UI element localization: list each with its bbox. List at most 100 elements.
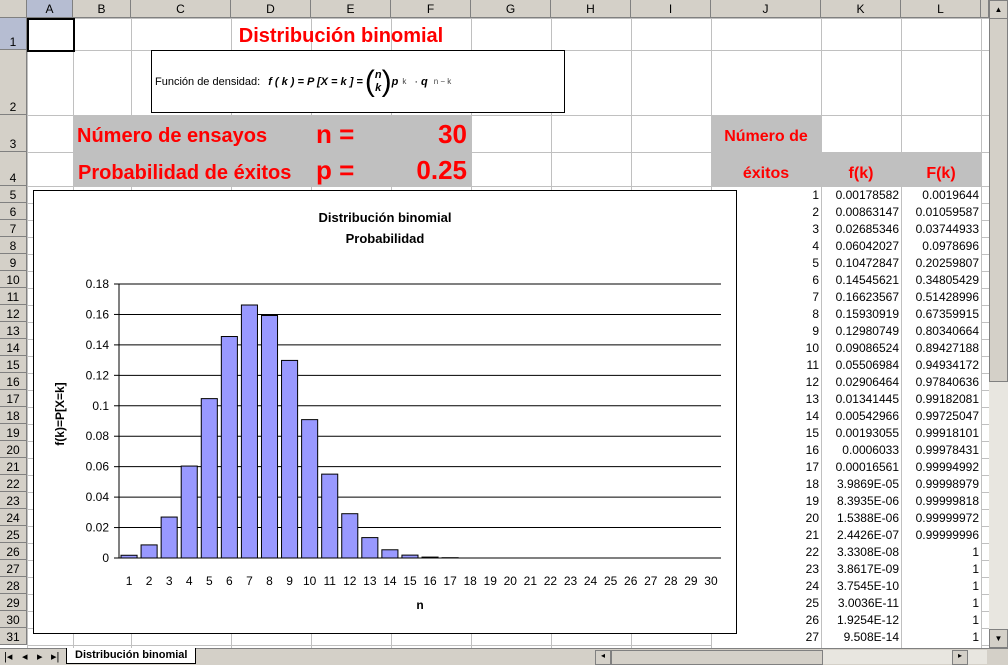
bar-2[interactable] bbox=[141, 545, 157, 558]
cell-Fk[interactable]: 1 bbox=[902, 595, 981, 612]
row-header-18[interactable]: 18 bbox=[0, 407, 27, 424]
column-header-F[interactable]: F bbox=[391, 0, 471, 18]
cell-fk[interactable]: 0.00016561 bbox=[822, 459, 901, 476]
cell-fk[interactable]: 0.12980749 bbox=[822, 323, 901, 340]
row-header-3[interactable]: 3 bbox=[0, 115, 27, 152]
bar-8[interactable] bbox=[261, 316, 277, 558]
row-header-17[interactable]: 17 bbox=[0, 390, 27, 407]
cell-fk[interactable]: 8.3935E-06 bbox=[822, 493, 901, 510]
row-header-4[interactable]: 4 bbox=[0, 152, 27, 186]
row-header-25[interactable]: 25 bbox=[0, 526, 27, 543]
select-all-corner[interactable] bbox=[0, 0, 27, 18]
row-header-24[interactable]: 24 bbox=[0, 509, 27, 526]
cell-Fk[interactable]: 0.0978696 bbox=[902, 238, 981, 255]
cell-fk[interactable]: 0.14545621 bbox=[822, 272, 901, 289]
column-header-K[interactable]: K bbox=[821, 0, 901, 18]
cell-Fk[interactable]: 1 bbox=[902, 629, 981, 646]
cell-Fk[interactable]: 0.34805429 bbox=[902, 272, 981, 289]
cell-fk[interactable]: 3.8617E-09 bbox=[822, 561, 901, 578]
cell-fk[interactable]: 1.5388E-06 bbox=[822, 510, 901, 527]
cell-fk[interactable]: 0.16623567 bbox=[822, 289, 901, 306]
cell-fk[interactable]: 3.3308E-08 bbox=[822, 544, 901, 561]
cell-Fk[interactable]: 1 bbox=[902, 612, 981, 629]
row-header-1[interactable]: 1 bbox=[0, 18, 27, 50]
cell-fk[interactable]: 0.05506984 bbox=[822, 357, 901, 374]
cell-fk[interactable]: 0.00542966 bbox=[822, 408, 901, 425]
cell-fk[interactable]: 3.9869E-05 bbox=[822, 476, 901, 493]
cell-Fk[interactable]: 0.51428996 bbox=[902, 289, 981, 306]
horizontal-scrollbar[interactable]: ◂ ▸ bbox=[595, 650, 987, 664]
chart[interactable]: Distribución binomial Probabilidad f(k)=… bbox=[33, 190, 737, 634]
scroll-thumb[interactable] bbox=[989, 18, 1008, 382]
cell-fk[interactable]: 0.09086524 bbox=[822, 340, 901, 357]
scroll-down-button[interactable]: ▼ bbox=[989, 629, 1008, 648]
bar-3[interactable] bbox=[161, 517, 177, 558]
bar-10[interactable] bbox=[302, 420, 318, 558]
column-header-L[interactable]: L bbox=[901, 0, 981, 18]
prev-sheet-icon[interactable]: ◂ bbox=[22, 650, 28, 663]
row-header-5[interactable]: 5 bbox=[0, 186, 27, 203]
cell-Fk[interactable]: 0.94934172 bbox=[902, 357, 981, 374]
row-header-21[interactable]: 21 bbox=[0, 458, 27, 475]
cell-fk[interactable]: 0.01341445 bbox=[822, 391, 901, 408]
scroll-up-button[interactable]: ▲ bbox=[989, 0, 1008, 19]
cell-fk[interactable]: 9.508E-14 bbox=[822, 629, 901, 646]
row-header-6[interactable]: 6 bbox=[0, 203, 27, 220]
row-header-20[interactable]: 20 bbox=[0, 441, 27, 458]
cell-Fk[interactable]: 0.99725047 bbox=[902, 408, 981, 425]
row-header-31[interactable]: 31 bbox=[0, 628, 27, 645]
cell-Fk[interactable]: 0.67359915 bbox=[902, 306, 981, 323]
row-header-27[interactable]: 27 bbox=[0, 560, 27, 577]
cell-Fk[interactable]: 1 bbox=[902, 578, 981, 595]
cell-fk[interactable]: 0.00863147 bbox=[822, 204, 901, 221]
column-header-H[interactable]: H bbox=[551, 0, 631, 18]
cell-Fk[interactable]: 0.89427188 bbox=[902, 340, 981, 357]
bar-11[interactable] bbox=[322, 474, 338, 558]
row-header-7[interactable]: 7 bbox=[0, 220, 27, 237]
row-header-15[interactable]: 15 bbox=[0, 356, 27, 373]
cell-fk[interactable]: 0.00178582 bbox=[822, 187, 901, 204]
bar-4[interactable] bbox=[181, 466, 197, 558]
cell-Fk[interactable]: 0.97840636 bbox=[902, 374, 981, 391]
first-sheet-icon[interactable]: |◂ bbox=[4, 650, 12, 663]
h-scroll-thumb[interactable] bbox=[611, 650, 823, 665]
column-header-I[interactable]: I bbox=[631, 0, 711, 18]
formula-box[interactable]: Función de densidad: f ( k ) = P [X = k … bbox=[151, 50, 565, 113]
cell-Fk[interactable]: 0.03744933 bbox=[902, 221, 981, 238]
column-header-G[interactable]: G bbox=[471, 0, 551, 18]
cell-Fk[interactable]: 0.99999818 bbox=[902, 493, 981, 510]
cell-fk[interactable]: 2.4426E-07 bbox=[822, 527, 901, 544]
vertical-scrollbar[interactable]: ▲ ▼ bbox=[989, 0, 1008, 648]
row-header-28[interactable]: 28 bbox=[0, 577, 27, 594]
column-header-B[interactable]: B bbox=[73, 0, 131, 18]
cell-fk[interactable]: 3.7545E-10 bbox=[822, 578, 901, 595]
cell-fk[interactable]: 0.15930919 bbox=[822, 306, 901, 323]
cell-Fk[interactable]: 1 bbox=[902, 561, 981, 578]
cell-fk[interactable]: 0.06042027 bbox=[822, 238, 901, 255]
cell-fk[interactable]: 0.02685346 bbox=[822, 221, 901, 238]
row-header-11[interactable]: 11 bbox=[0, 288, 27, 305]
bar-12[interactable] bbox=[342, 514, 358, 558]
cell-Fk[interactable]: 0.0019644 bbox=[902, 187, 981, 204]
column-header-C[interactable]: C bbox=[131, 0, 231, 18]
row-header-9[interactable]: 9 bbox=[0, 254, 27, 271]
n-value-cell[interactable]: 30 bbox=[391, 119, 467, 150]
row-header-22[interactable]: 22 bbox=[0, 475, 27, 492]
cell-Fk[interactable]: 0.99918101 bbox=[902, 425, 981, 442]
next-sheet-icon[interactable]: ▸ bbox=[37, 650, 43, 663]
cell-Fk[interactable]: 0.99978431 bbox=[902, 442, 981, 459]
row-header-2[interactable]: 2 bbox=[0, 50, 27, 115]
cell-Fk[interactable]: 0.01059587 bbox=[902, 204, 981, 221]
cell-fk[interactable]: 0.0006033 bbox=[822, 442, 901, 459]
cell-Fk[interactable]: 0.80340664 bbox=[902, 323, 981, 340]
scroll-right-button[interactable]: ▸ bbox=[952, 650, 968, 665]
cell-fk[interactable]: 0.02906464 bbox=[822, 374, 901, 391]
last-sheet-icon[interactable]: ▸| bbox=[51, 650, 59, 663]
cell-Fk[interactable]: 0.20259807 bbox=[902, 255, 981, 272]
bar-6[interactable] bbox=[221, 337, 237, 558]
row-header-19[interactable]: 19 bbox=[0, 424, 27, 441]
row-header-29[interactable]: 29 bbox=[0, 594, 27, 611]
cell-Fk[interactable]: 0.99994992 bbox=[902, 459, 981, 476]
bar-9[interactable] bbox=[282, 360, 298, 558]
bar-14[interactable] bbox=[382, 550, 398, 558]
